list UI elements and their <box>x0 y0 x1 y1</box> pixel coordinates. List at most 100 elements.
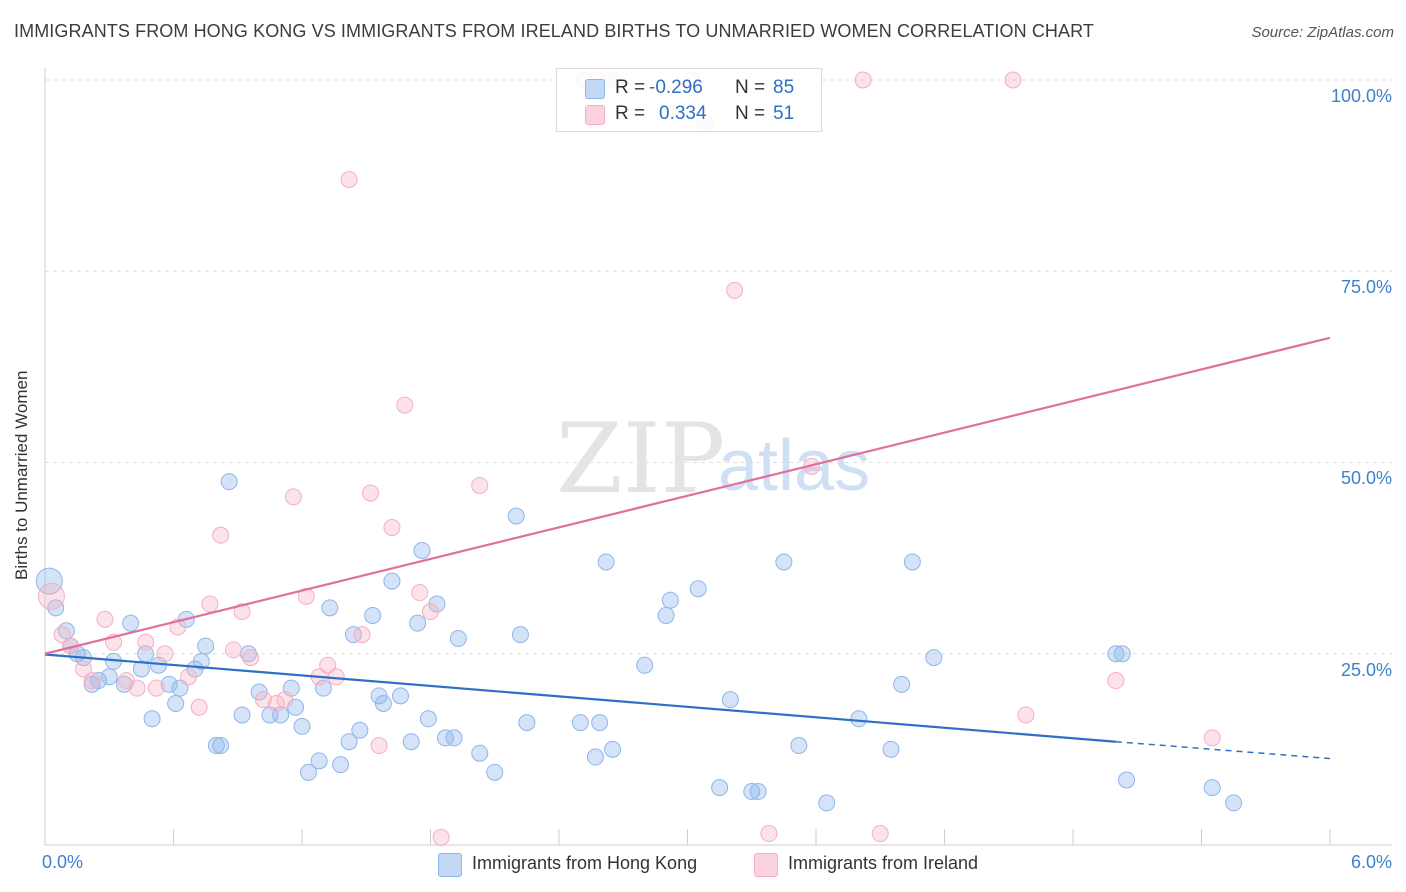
ireland-point <box>254 691 272 709</box>
ireland-point <box>190 698 208 716</box>
hong-kong-point <box>171 679 189 697</box>
hong-kong-point <box>207 737 225 755</box>
hong-kong-point <box>743 782 761 800</box>
hong-kong-point <box>197 637 215 655</box>
hong-kong-point <box>383 572 401 590</box>
ireland-point <box>267 694 285 712</box>
hong-kong-point <box>47 599 65 617</box>
ireland-point <box>432 828 450 846</box>
x-tick-label: 0.0% <box>42 852 84 872</box>
ireland-point <box>471 476 489 494</box>
hong-kong-point <box>1113 645 1131 663</box>
hong-kong-point <box>636 656 654 674</box>
ireland-point <box>760 825 778 843</box>
hong-kong-point <box>374 694 392 712</box>
hong-kong-point <box>818 794 836 812</box>
source-label: Source: ZipAtlas.com <box>1251 24 1394 41</box>
hong-kong-swatch <box>438 853 462 877</box>
ireland-point <box>75 660 93 678</box>
hong-kong-point <box>471 744 489 762</box>
hong-kong-point <box>882 740 900 758</box>
hong-kong-swatch <box>585 79 605 99</box>
series-legend: Immigrants from Hong Kong Immigrants fro… <box>0 852 1406 878</box>
ireland-point <box>362 484 380 502</box>
ireland-point <box>233 603 251 621</box>
hong-kong-point <box>1107 645 1125 663</box>
legend-label-ireland: Immigrants from Ireland <box>788 853 979 873</box>
hong-kong-point <box>486 763 504 781</box>
hong-kong-point <box>90 672 108 690</box>
hong-kong-point <box>597 553 615 571</box>
hong-kong-point <box>212 737 230 755</box>
ireland-point <box>396 396 414 414</box>
ireland-point <box>854 71 872 89</box>
ireland-point <box>128 679 146 697</box>
ireland-point <box>383 519 401 537</box>
hong-kong-point <box>507 507 525 525</box>
hong-kong-point <box>402 733 420 751</box>
hong-kong-point <box>1118 771 1136 789</box>
ireland-point <box>871 825 889 843</box>
trend-lines <box>44 336 1331 760</box>
ireland-trend-line <box>44 336 1331 655</box>
hong-kong-point <box>511 626 529 644</box>
ireland-point <box>179 668 197 686</box>
hong-kong-point <box>332 756 350 774</box>
hong-kong-point <box>591 714 609 732</box>
hong-kong-point <box>370 687 388 705</box>
hong-kong-point <box>657 607 675 624</box>
ireland-point <box>242 649 260 667</box>
ireland-point <box>1107 672 1125 690</box>
hong-kong-point <box>310 752 328 770</box>
hong-kong-point <box>436 729 454 747</box>
hong-kong-point <box>449 629 467 647</box>
ireland-point <box>340 170 358 188</box>
ireland-point <box>319 656 337 674</box>
watermark-zip: ZIP <box>556 403 725 515</box>
y-tick-label: 25.0% <box>1340 660 1392 680</box>
hong-kong-trend-extension <box>1115 740 1331 760</box>
hong-kong-point <box>122 614 140 632</box>
hong-kong-point <box>711 779 729 797</box>
hong-kong-point <box>571 714 589 732</box>
ireland-point <box>411 584 429 602</box>
y-tick-label: 50.0% <box>1340 468 1392 488</box>
ireland-point <box>370 737 388 755</box>
hong-kong-point <box>167 694 185 712</box>
y-tick-label: 100.0% <box>1330 86 1392 106</box>
hong-kong-point <box>314 679 332 697</box>
hong-kong-point <box>790 737 808 755</box>
y-tick-label: 75.0% <box>1340 277 1392 297</box>
hong-kong-point <box>419 710 437 728</box>
ireland-swatch <box>754 853 778 877</box>
hong-kong-point <box>445 729 463 747</box>
hong-kong-point <box>1203 779 1221 797</box>
ireland-point <box>212 526 230 544</box>
ireland-point <box>726 281 744 299</box>
hong-kong-point <box>340 733 358 751</box>
hong-kong-point <box>1225 794 1243 812</box>
grid <box>45 79 1392 655</box>
hong-kong-point <box>409 614 427 632</box>
ireland-n-value: 51 <box>773 103 795 124</box>
hong-kong-point <box>749 782 767 800</box>
ireland-point <box>1017 706 1035 724</box>
hong-kong-point <box>893 675 911 693</box>
hong-kong-n-value: 85 <box>773 77 795 98</box>
ireland-point <box>297 587 315 605</box>
ireland-point <box>156 645 174 663</box>
hong-kong-trend-line <box>44 653 1116 743</box>
hong-kong-point <box>413 541 431 559</box>
series-hong-kong-points <box>35 473 1243 812</box>
hong-kong-point <box>344 626 362 644</box>
ireland-point <box>83 672 101 690</box>
ireland-point <box>353 626 371 644</box>
hong-kong-point <box>586 748 604 766</box>
ireland-point <box>284 488 302 506</box>
ireland-point <box>201 595 219 613</box>
hong-kong-point <box>233 706 251 724</box>
hong-kong-point <box>661 591 679 609</box>
ireland-point <box>1004 71 1022 89</box>
n-label: N = <box>735 77 766 98</box>
